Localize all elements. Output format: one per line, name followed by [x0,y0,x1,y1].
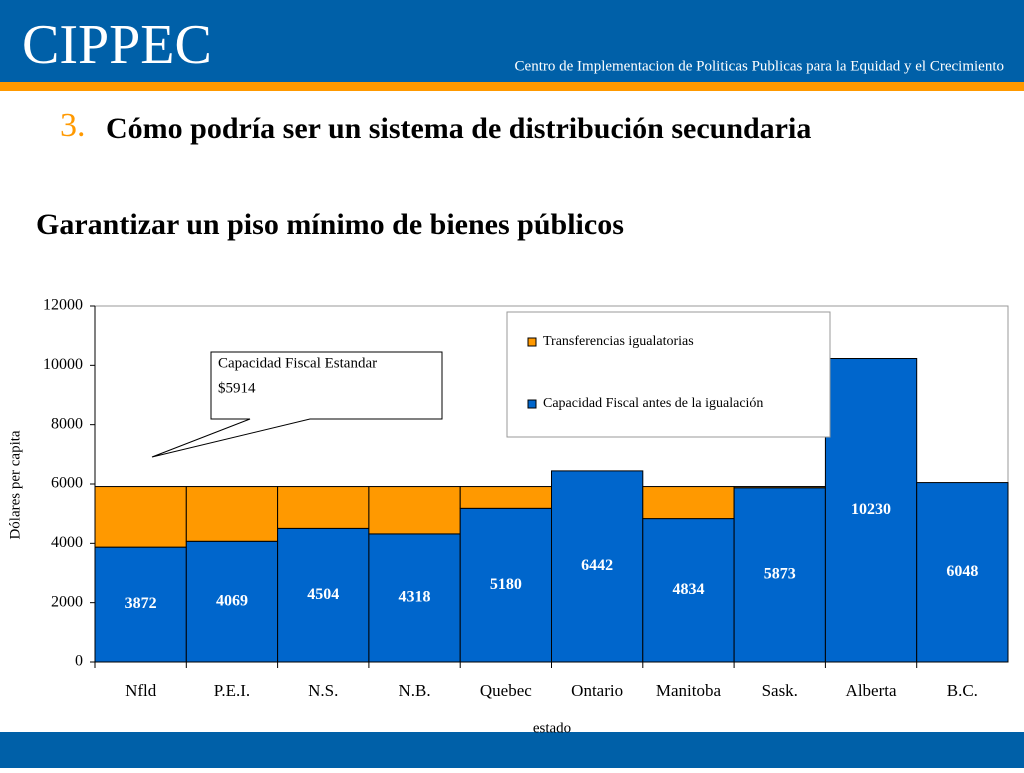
x-tick-label: Nfld [125,681,157,700]
data-label: 6048 [946,563,978,580]
bar-segment [551,470,644,663]
bar-segment [459,486,553,509]
x-tick-label: N.S. [308,681,338,700]
y-tick-label: 8000 [51,415,83,432]
y-tick-label: 0 [75,653,83,670]
x-tick-label: Ontario [571,681,623,700]
data-label: 4504 [307,586,339,603]
bar-segment [733,486,826,489]
brand: CIPPEC [22,14,212,76]
data-label: 10230 [851,501,891,518]
bar-segment [824,358,918,663]
legend-swatch [527,337,537,347]
legend-label: Transferencias igualatorias [543,334,694,349]
x-tick-label: Quebec [480,681,532,700]
callout [151,351,443,458]
x-tick-label: P.E.I. [214,681,250,700]
x-tick-label: N.B. [398,681,430,700]
data-label: 5873 [764,566,796,583]
x-tick-label: B.C. [947,681,978,700]
y-tick-label: 6000 [51,475,83,492]
data-label: 4834 [672,581,704,598]
header-band [0,0,1024,82]
subtitle: Garantizar un piso mínimo de bienes públ… [36,208,624,241]
bar-segment [277,486,370,529]
data-label: 6442 [581,557,613,574]
data-label: 4318 [399,589,431,606]
y-tick-label: 2000 [51,593,83,610]
bar-segment [94,486,187,548]
bar-segment [459,507,553,663]
data-label: 5180 [490,576,522,593]
header-stripe [0,82,1024,91]
heading-number: 3. [60,107,86,144]
legend [506,311,831,438]
bar-segment [642,518,735,663]
x-tick-label: Alberta [846,681,897,700]
bar-segment [368,486,461,535]
bar-segment [185,486,279,542]
bar-segment [185,540,279,663]
bar-segment [916,482,1009,663]
y-tick-label: 4000 [51,534,83,551]
y-tick-label: 12000 [43,297,83,314]
y-axis-label: Dólares per capita [7,430,23,539]
data-label: 3872 [125,595,157,612]
bar-segment [642,486,735,520]
bar-segment [733,487,826,663]
x-axis-label: estado [533,720,571,736]
x-tick-label: Manitoba [656,681,722,700]
legend-entries: Transferencias igualatorias Capacidad Fis… [527,334,763,411]
annotation-line: Capacidad Fiscal Estandar [218,355,377,371]
annotation-line: $5914 [218,380,256,396]
legend-label: Capacidad Fiscal antes de la igualación [543,396,763,411]
legend-swatch [527,399,537,409]
bar-segment [368,533,461,663]
heading: Cómo podría ser un sistema de distribuci… [106,112,811,145]
data-label: 4069 [216,592,248,609]
x-tick-label: Sask. [762,681,798,700]
y-tick-label: 10000 [43,356,83,373]
footer-band [0,732,1024,768]
marks [94,358,1009,663]
tagline: Centro de Implementacion de Politicas Pu… [515,58,1004,74]
